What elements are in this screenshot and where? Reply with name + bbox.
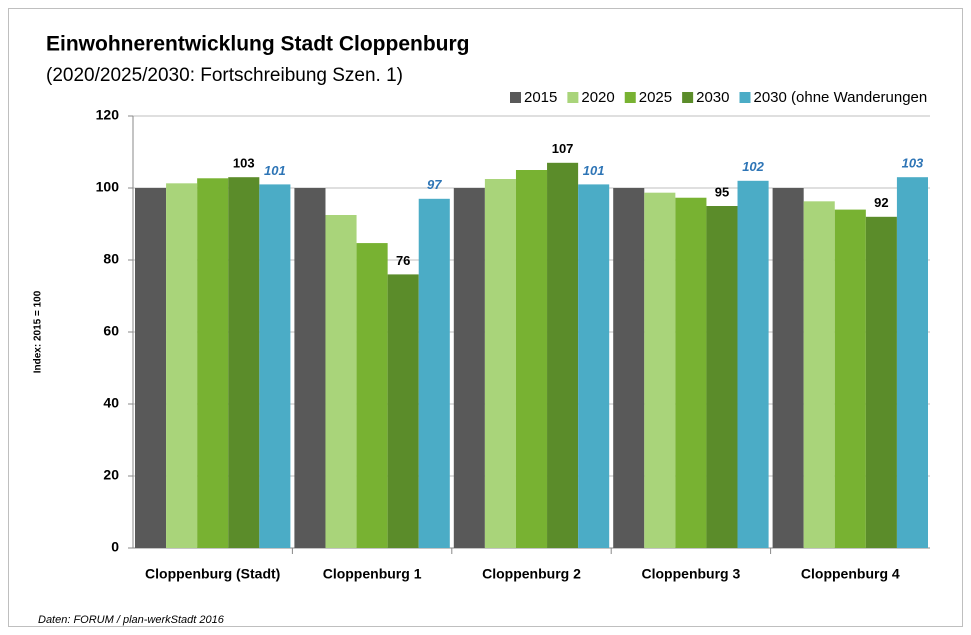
data-label: 102 [742,159,764,174]
x-tick-label: Cloppenburg 3 [642,566,741,582]
data-label: 101 [583,163,605,178]
y-tick-label: 80 [103,251,119,267]
bar [259,184,291,548]
bar [613,188,645,548]
bar [515,170,548,548]
x-tick-label: Cloppenburg 4 [801,566,900,582]
bar [228,177,260,548]
bar [772,188,804,548]
bar [418,198,450,549]
legend-label: 2030 (ohne Wanderungen [754,89,928,106]
bar [356,243,388,548]
data-label: 103 [233,156,255,171]
bar [325,215,357,548]
bar [737,180,769,549]
legend-swatch [739,92,751,103]
y-tick-label: 40 [103,395,119,411]
bar [166,183,198,548]
bar [547,162,579,549]
data-label: 95 [715,184,729,199]
y-tick-label: 60 [103,323,119,339]
chart-subtitle: (2020/2025/2030: Fortschreibung Szen. 1) [46,65,403,86]
bar [197,178,229,548]
y-tick-label: 120 [96,107,120,123]
bar [578,184,610,548]
x-tick-label: Cloppenburg (Stadt) [145,566,280,582]
legend-swatch [510,92,521,103]
legend-label: 2015 [524,89,557,106]
bar [834,209,866,548]
legend-label: 2025 [639,89,672,106]
x-tick-label: Cloppenburg 1 [323,566,422,582]
data-label: 107 [552,141,574,156]
bar [453,188,485,548]
legend-swatch [567,92,579,103]
bar [706,206,738,548]
data-label: 103 [902,156,924,171]
y-tick-label: 100 [96,179,120,195]
bar [675,197,707,548]
legend-label: 2030 [696,89,729,106]
data-label: 76 [396,253,410,268]
y-tick-label: 20 [103,467,119,483]
bar [294,188,326,548]
chart-title: Einwohnerentwicklung Stadt Cloppenburg [46,33,470,56]
y-axis-label: Index: 2015 = 100 [33,290,44,373]
legend-swatch [624,92,636,103]
data-label: 101 [264,163,286,178]
data-label: 97 [427,177,442,192]
bar [387,274,419,548]
y-tick-label: 0 [111,539,119,555]
legend-swatch [682,92,694,103]
data-label: 92 [874,195,888,210]
bar [865,216,897,549]
bar [896,177,928,548]
bar [644,192,676,548]
bar [803,201,835,548]
source-note: Daten: FORUM / plan-werkStadt 2016 [38,614,225,626]
x-tick-label: Cloppenburg 2 [482,566,581,582]
bar [135,188,167,548]
legend-label: 2020 [581,89,614,106]
bar [484,179,516,548]
